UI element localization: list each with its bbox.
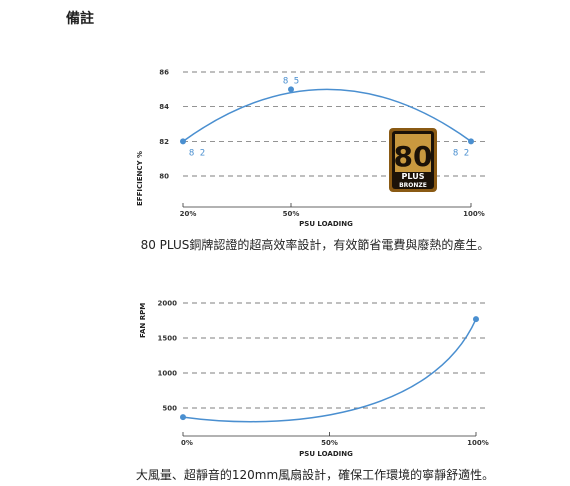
efficiency-y-axis-title: EFFICIENCY % <box>136 151 144 206</box>
x-tick-label: 20% <box>180 210 197 218</box>
data-point-label: 8 2 <box>189 148 205 158</box>
efficiency-grid <box>183 71 485 208</box>
efficiency-y-ticks: 80 82 84 86 <box>159 69 169 181</box>
data-point-label: 8 5 <box>283 76 299 86</box>
data-point <box>288 86 294 93</box>
fan-rpm-points <box>180 316 479 421</box>
x-tick-label: 50% <box>283 210 300 218</box>
efficiency-x-axis-title: PSU LOADING <box>299 220 353 228</box>
80-plus-bronze-badge: 80 PLUS BRONZE <box>389 128 437 192</box>
badge-number: 80 <box>394 140 433 173</box>
x-tick-label: 50% <box>321 439 338 447</box>
efficiency-points <box>180 86 474 145</box>
y-tick-label: 2000 <box>158 300 178 308</box>
y-tick-label: 86 <box>159 69 169 77</box>
efficiency-x-ticks: 20% 50% 100% <box>180 203 485 218</box>
y-tick-label: 82 <box>159 138 169 146</box>
fan-rpm-chart: 500 1000 1500 2000 0% 50% 100% FAN RPM PSU LO… <box>139 300 489 459</box>
badge-tier-label: BRONZE <box>399 182 427 189</box>
efficiency-caption: 80 PLUS銅牌認證的超高效率設計，有效節省電費與廢熱的產生。 <box>140 238 490 252</box>
y-tick-label: 1500 <box>158 335 178 343</box>
data-point <box>468 138 474 145</box>
section-title: 備註 <box>66 11 94 27</box>
fan-rpm-caption: 大風量、超靜音的120mm風扇設計，確保工作環境的寧靜舒適性。 <box>135 468 495 482</box>
x-tick-label: 100% <box>467 439 489 447</box>
x-tick-label: 0% <box>181 439 193 447</box>
fan-rpm-y-ticks: 500 1000 1500 2000 <box>158 300 178 413</box>
fan-rpm-y-axis-title: FAN RPM <box>139 303 147 338</box>
data-point <box>473 316 479 323</box>
y-tick-label: 84 <box>159 103 169 111</box>
efficiency-line <box>182 88 472 142</box>
y-tick-label: 80 <box>159 173 169 181</box>
data-point-label: 8 2 <box>453 148 469 158</box>
fan-rpm-grid <box>183 302 486 437</box>
y-tick-label: 500 <box>162 405 177 413</box>
fan-rpm-x-ticks: 0% 50% 100% <box>181 432 489 447</box>
fan-rpm-x-axis-title: PSU LOADING <box>299 450 353 458</box>
x-tick-label: 100% <box>463 210 485 218</box>
badge-plus-label: PLUS <box>402 172 425 181</box>
data-point <box>180 138 186 145</box>
efficiency-chart: 80 82 84 86 20% 50% 100% 8 2 8 5 8 2 EFFICIENCY… <box>136 69 485 228</box>
fan-rpm-line <box>182 318 477 423</box>
efficiency-point-labels: 8 2 8 5 8 2 <box>189 76 469 158</box>
data-point <box>180 414 186 421</box>
y-tick-label: 1000 <box>158 370 178 378</box>
